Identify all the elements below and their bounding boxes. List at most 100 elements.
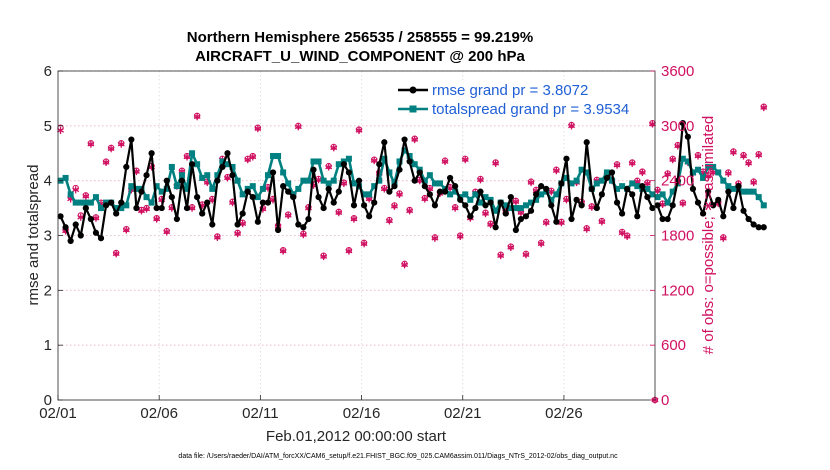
y-tick-label: 2 — [44, 282, 52, 299]
obs-assimilated-point — [224, 174, 231, 182]
totalspread-point — [72, 199, 79, 206]
totalspread-point — [553, 191, 560, 198]
totalspread-point — [538, 191, 545, 198]
rmse-point — [305, 215, 312, 223]
rmse-point — [173, 215, 180, 223]
obs-assimilated-point — [476, 176, 484, 184]
totalspread-point — [189, 150, 196, 157]
obs-assimilated-point — [254, 124, 262, 133]
rmse-point — [664, 215, 671, 223]
rmse-point — [396, 166, 403, 173]
rmse-point — [158, 204, 165, 212]
obs-assimilated-point — [411, 135, 419, 144]
totalspread-point — [664, 199, 671, 206]
rmse-point — [67, 237, 74, 245]
rmse-point — [295, 221, 302, 228]
rmse-point — [406, 158, 413, 165]
totalspread-point — [264, 172, 271, 179]
rmse-point — [533, 191, 540, 198]
totalspread-point — [659, 191, 666, 198]
totalspread-point — [608, 177, 615, 184]
totalspread-point — [295, 185, 302, 192]
y-axis-left: 0 1 2 3 4 5 6 — [44, 63, 63, 409]
obs-assimilated-point — [750, 178, 758, 187]
totalspread-point — [568, 180, 575, 187]
x-tick-label: 02/01 — [39, 405, 77, 422]
rmse-point — [340, 161, 347, 168]
totalspread-point — [396, 158, 403, 165]
y2-tick-label: 3600 — [661, 63, 694, 80]
rmse-point — [209, 221, 216, 228]
rmse-point — [568, 215, 575, 223]
obs-assimilated-point — [527, 178, 535, 187]
rmse-point — [699, 210, 707, 217]
totalspread-point — [705, 163, 712, 170]
totalspread-point — [401, 147, 408, 154]
obs-assimilated-point — [188, 204, 196, 212]
obs-assimilated-point — [482, 209, 489, 218]
totalspread-point — [92, 194, 99, 201]
totalspread-point — [62, 174, 69, 181]
obs-assimilated-point — [102, 158, 110, 166]
rmse-point — [730, 204, 737, 212]
y-tick-label: 4 — [44, 173, 52, 190]
totalspread-point — [330, 177, 337, 184]
obs-assimilated-point — [284, 211, 292, 219]
rmse-point — [249, 194, 256, 201]
rmse-point — [264, 199, 272, 206]
totalspread-point — [315, 158, 322, 165]
rmse-point — [244, 188, 251, 195]
totalspread-point — [507, 205, 514, 212]
obs-assimilated-point — [694, 152, 702, 160]
plot-area — [58, 71, 655, 400]
y2-tick-label: 3000 — [661, 118, 694, 135]
legend: rmse grand pr = 3.8072 totalspread grand… — [390, 80, 652, 120]
rmse-point — [92, 229, 100, 236]
rmse-point — [148, 150, 155, 157]
rmse-point — [659, 215, 666, 223]
rmse-point — [720, 213, 727, 220]
rmse-point — [457, 196, 464, 203]
totalspread-point — [219, 158, 226, 165]
obs-assimilated-point — [107, 145, 115, 153]
x-tick-label: 02/26 — [545, 405, 583, 422]
totalspread-point — [740, 188, 747, 195]
obs-assimilated-point — [638, 168, 646, 177]
totalspread-point — [700, 174, 707, 181]
totalspread-point — [447, 191, 454, 198]
rmse-point — [613, 199, 621, 206]
obs-assimilated-point — [456, 232, 464, 241]
rmse-point — [684, 133, 691, 140]
totalspread-point — [679, 155, 686, 162]
totalspread-point — [533, 196, 540, 203]
y2-tick-label: 1800 — [661, 228, 694, 245]
rmse-point — [573, 196, 580, 203]
totalspread-point — [259, 185, 266, 192]
obs-assimilated-point — [497, 252, 505, 260]
rmse-point — [133, 204, 140, 212]
obs-assimilated-point — [370, 156, 378, 165]
totalspread-point — [649, 191, 656, 198]
rmse-point — [502, 210, 509, 217]
obs-assimilated-point — [537, 240, 545, 248]
y-tick-label: 3 — [44, 228, 52, 245]
obs-assimilated-point — [755, 151, 763, 159]
rmse-point — [452, 183, 459, 190]
rmse-point — [507, 194, 514, 201]
rmse-point — [138, 188, 145, 195]
totalspread-point — [517, 205, 524, 212]
obs-assimilated-point — [563, 196, 570, 204]
x-tick-label: 02/06 — [140, 405, 178, 422]
obs-assimilated-point — [431, 234, 439, 242]
x-axis: 02/01 02/06 02/11 02/16 02/21 02/26 — [39, 395, 583, 422]
rmse-point — [497, 199, 504, 206]
rmse-point — [492, 224, 499, 231]
rmse-point — [381, 139, 388, 146]
totalspread-point — [361, 191, 368, 198]
rmse-point — [416, 169, 423, 176]
totalspread-point — [163, 185, 170, 192]
obs-assimilated-point — [583, 225, 591, 233]
rmse-point — [472, 204, 479, 212]
rmse-point — [183, 204, 191, 212]
obs-assimilated-point — [193, 113, 201, 121]
